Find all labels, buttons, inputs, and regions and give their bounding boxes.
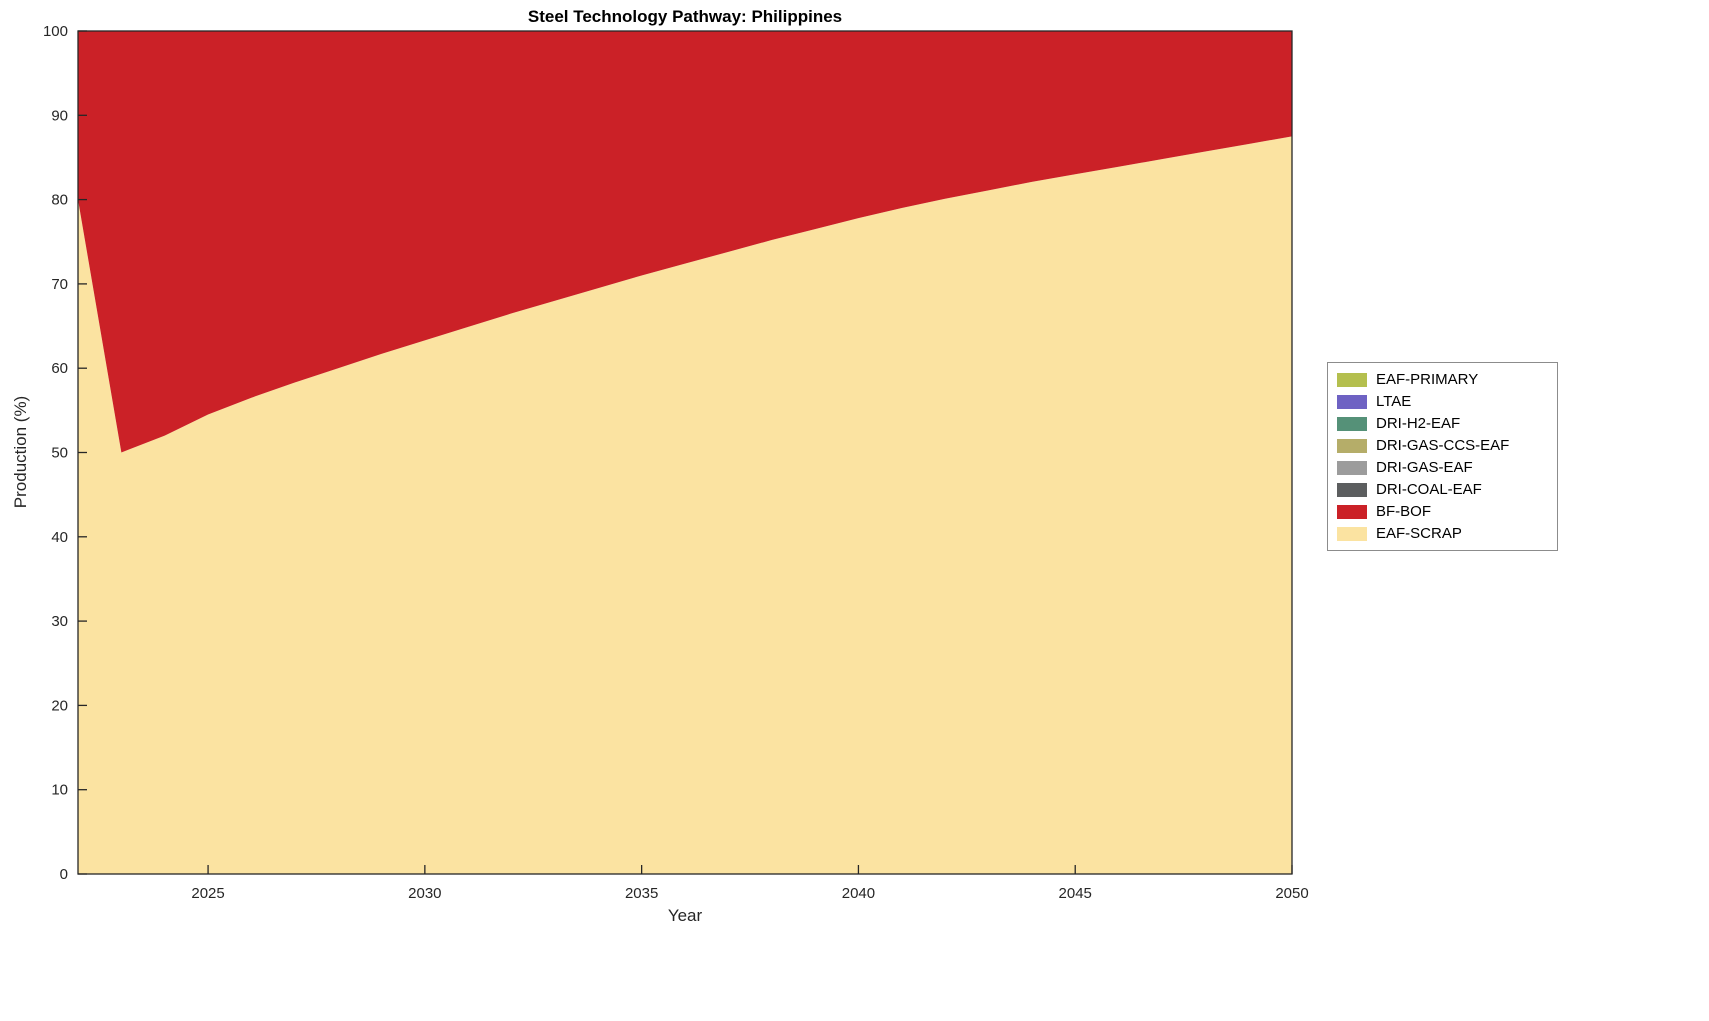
legend-swatch-DRI-GAS-EAF — [1337, 460, 1367, 475]
legend-swatch-EAF-SCRAP — [1337, 526, 1367, 541]
legend-label: DRI-GAS-CCS-EAF — [1376, 437, 1510, 454]
y-axis-label: Production (%) — [11, 395, 30, 509]
legend-swatch-DRI-GAS-CCS-EAF — [1337, 438, 1367, 453]
legend-item-BF-BOF: BF-BOF — [1337, 502, 1548, 521]
legend-item-LTAE: LTAE — [1337, 392, 1548, 411]
legend-item-EAF-SCRAP: EAF-SCRAP — [1337, 524, 1548, 543]
y-tick-label: 0 — [60, 866, 68, 883]
legend-swatch-LTAE — [1337, 394, 1367, 409]
x-axis-label: Year — [667, 906, 703, 925]
legend-item-DRI-H2-EAF: DRI-H2-EAF — [1337, 414, 1548, 433]
legend-label: DRI-H2-EAF — [1376, 415, 1461, 432]
x-tick-label: 2040 — [842, 885, 875, 902]
y-tick-label: 40 — [51, 529, 68, 546]
legend-label: DRI-COAL-EAF — [1376, 481, 1482, 498]
legend-item-DRI-COAL-EAF: DRI-COAL-EAF — [1337, 480, 1548, 499]
x-tick-label: 2050 — [1275, 885, 1308, 902]
x-tick-label: 2025 — [191, 885, 224, 902]
y-tick-label: 20 — [51, 697, 68, 714]
legend-swatch-DRI-H2-EAF — [1337, 416, 1367, 431]
axes-box — [77, 30, 1293, 875]
x-tick-label: 2030 — [408, 885, 441, 902]
area-series-EAF-SCRAP — [78, 136, 1292, 874]
legend-swatch-DRI-COAL-EAF — [1337, 482, 1367, 497]
y-tick-label: 70 — [51, 276, 68, 293]
legend-label: LTAE — [1376, 393, 1412, 410]
y-tick-label: 30 — [51, 613, 68, 630]
legend-swatch-EAF-PRIMARY — [1337, 372, 1367, 387]
chart-title: Steel Technology Pathway: Philippines — [527, 7, 843, 26]
legend-item-EAF-PRIMARY: EAF-PRIMARY — [1337, 370, 1548, 389]
legend-label: DRI-GAS-EAF — [1376, 459, 1473, 476]
legend-item-DRI-GAS-EAF: DRI-GAS-EAF — [1337, 458, 1548, 477]
y-tick-label: 60 — [51, 360, 68, 377]
y-tick-label: 10 — [51, 782, 68, 799]
area-series-BF-BOF — [78, 31, 1292, 453]
y-tick-label: 80 — [51, 192, 68, 209]
legend-label: EAF-SCRAP — [1376, 525, 1462, 542]
legend: EAF-PRIMARY LTAE DRI-H2-EAF DRI-GAS-CCS-EAF… — [1327, 362, 1558, 551]
y-tick-label: 100 — [43, 23, 68, 40]
x-tick-label: 2045 — [1059, 885, 1092, 902]
y-tick-label: 50 — [51, 445, 68, 462]
y-tick-label: 90 — [51, 107, 68, 124]
legend-label: BF-BOF — [1376, 503, 1431, 520]
x-tick-label: 2035 — [625, 885, 658, 902]
legend-swatch-BF-BOF — [1337, 504, 1367, 519]
legend-label: EAF-PRIMARY — [1376, 371, 1479, 388]
legend-item-DRI-GAS-CCS-EAF: DRI-GAS-CCS-EAF — [1337, 436, 1548, 455]
